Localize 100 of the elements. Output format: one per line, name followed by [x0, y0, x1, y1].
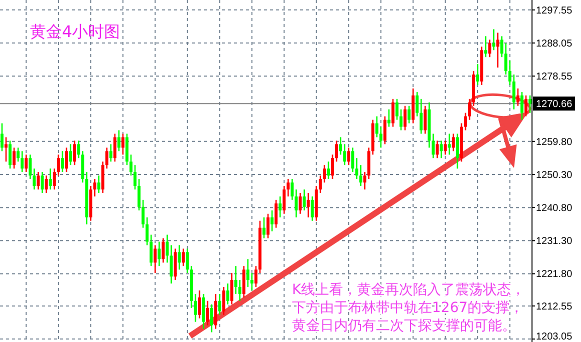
- candlestick: [347, 147, 350, 166]
- ref-line-label: 1270.66: [536, 99, 573, 110]
- candlestick: [318, 174, 322, 194]
- candlestick: [520, 91, 524, 120]
- candlestick: [218, 293, 222, 316]
- candlestick: [351, 147, 354, 173]
- candlestick: [343, 144, 346, 166]
- candlestick: [65, 147, 68, 173]
- candlestick: [56, 154, 60, 176]
- candlestick: [134, 164, 137, 190]
- candlestick: [379, 126, 382, 148]
- text: 黄金4小时图: [30, 22, 120, 41]
- y-tick-label: 1288.05: [536, 38, 573, 50]
- candlestick: [524, 94, 528, 117]
- y-tick-label: 1221.80: [536, 269, 573, 280]
- candlestick: [310, 196, 314, 222]
- y-tick-label: 1203.05: [536, 332, 573, 342]
- candlestick: [266, 213, 270, 239]
- candlestick: [444, 140, 447, 156]
- candlestick: [48, 168, 52, 190]
- candlestick: [400, 108, 403, 131]
- candlestick: [117, 130, 120, 152]
- candlestick: [158, 241, 161, 267]
- candlestick: [230, 272, 234, 306]
- candlestick: [456, 133, 459, 170]
- candlestick: [24, 154, 28, 173]
- candlestick: [170, 244, 173, 284]
- candlestick: [154, 244, 157, 274]
- candlestick: [121, 133, 124, 156]
- candlestick: [206, 300, 210, 326]
- candlestick: [194, 293, 197, 322]
- candlestick: [226, 282, 230, 306]
- candlestick: [20, 150, 24, 173]
- candlestick: [464, 112, 467, 131]
- candlestick: [73, 140, 76, 166]
- candlestick: [484, 36, 488, 58]
- candlestick: [8, 140, 12, 170]
- candlestick: [492, 28, 496, 51]
- candlestick: [476, 63, 480, 86]
- candlestick: [186, 248, 189, 274]
- candlestick: [326, 160, 330, 180]
- candlestick: [4, 136, 8, 162]
- candlestick: [274, 199, 278, 228]
- candlestick: [182, 248, 185, 267]
- candlestick: [270, 210, 274, 232]
- candlestick: [28, 154, 32, 180]
- y-tick-label: 1278.55: [536, 72, 573, 83]
- candlestick: [113, 133, 116, 162]
- candlestick: [198, 290, 201, 319]
- candlestick: [282, 185, 286, 214]
- y-tick-label: 1297.55: [536, 5, 573, 16]
- candlestick: [335, 140, 338, 162]
- candlestick: [254, 265, 258, 288]
- candlestick: [44, 174, 48, 194]
- candlestick: [339, 136, 342, 156]
- candlestick: [496, 32, 500, 68]
- y-tick-label: 1259.80: [536, 136, 573, 148]
- candlestick: [36, 171, 40, 190]
- candlestick: [250, 272, 254, 292]
- candlestick: [262, 216, 266, 239]
- candlestick: [32, 168, 36, 190]
- candlestick: [246, 258, 250, 288]
- candlestick: [302, 188, 306, 212]
- candlestick: [468, 98, 472, 120]
- y-tick-label: 1240.80: [536, 203, 573, 214]
- candlestick: [40, 171, 44, 194]
- y-tick-label: 1212.55: [536, 301, 573, 312]
- candlestick: [238, 279, 242, 302]
- candlestick: [298, 192, 302, 214]
- candlestick: [178, 244, 181, 270]
- candlestick: [109, 144, 112, 162]
- candlestick: [52, 168, 56, 190]
- candlestick: [488, 39, 492, 58]
- candlestick: [363, 171, 366, 190]
- candlestick: [306, 192, 310, 218]
- candlestick: [436, 140, 439, 159]
- y-tick-label: 1250.30: [536, 170, 573, 181]
- candlestick: [387, 108, 390, 128]
- candlestick: [69, 144, 72, 166]
- candlestick: [432, 133, 435, 159]
- candlestick: [528, 94, 532, 114]
- candlestick: [516, 88, 520, 107]
- candlestick: [391, 98, 394, 128]
- candlestick: [408, 105, 411, 124]
- candlestick: [77, 140, 80, 159]
- candlestick: [278, 196, 282, 218]
- candlestick: [404, 105, 407, 131]
- candlestick: [395, 98, 398, 120]
- candlestick: [162, 238, 165, 264]
- candlestick: [12, 147, 16, 170]
- candlestick: [138, 178, 141, 212]
- candlestick: [97, 174, 100, 194]
- candlestick: [322, 164, 326, 184]
- candlestick: [448, 133, 451, 156]
- candlestick: [452, 133, 455, 152]
- y-tick-label: 1231.30: [536, 236, 573, 248]
- candlestick: [424, 105, 427, 134]
- candlestick: [210, 304, 214, 333]
- candlestick: [129, 154, 132, 176]
- candlestick: [60, 150, 64, 173]
